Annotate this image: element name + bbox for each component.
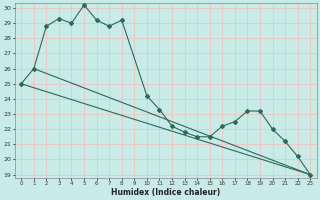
X-axis label: Humidex (Indice chaleur): Humidex (Indice chaleur) <box>111 188 220 197</box>
